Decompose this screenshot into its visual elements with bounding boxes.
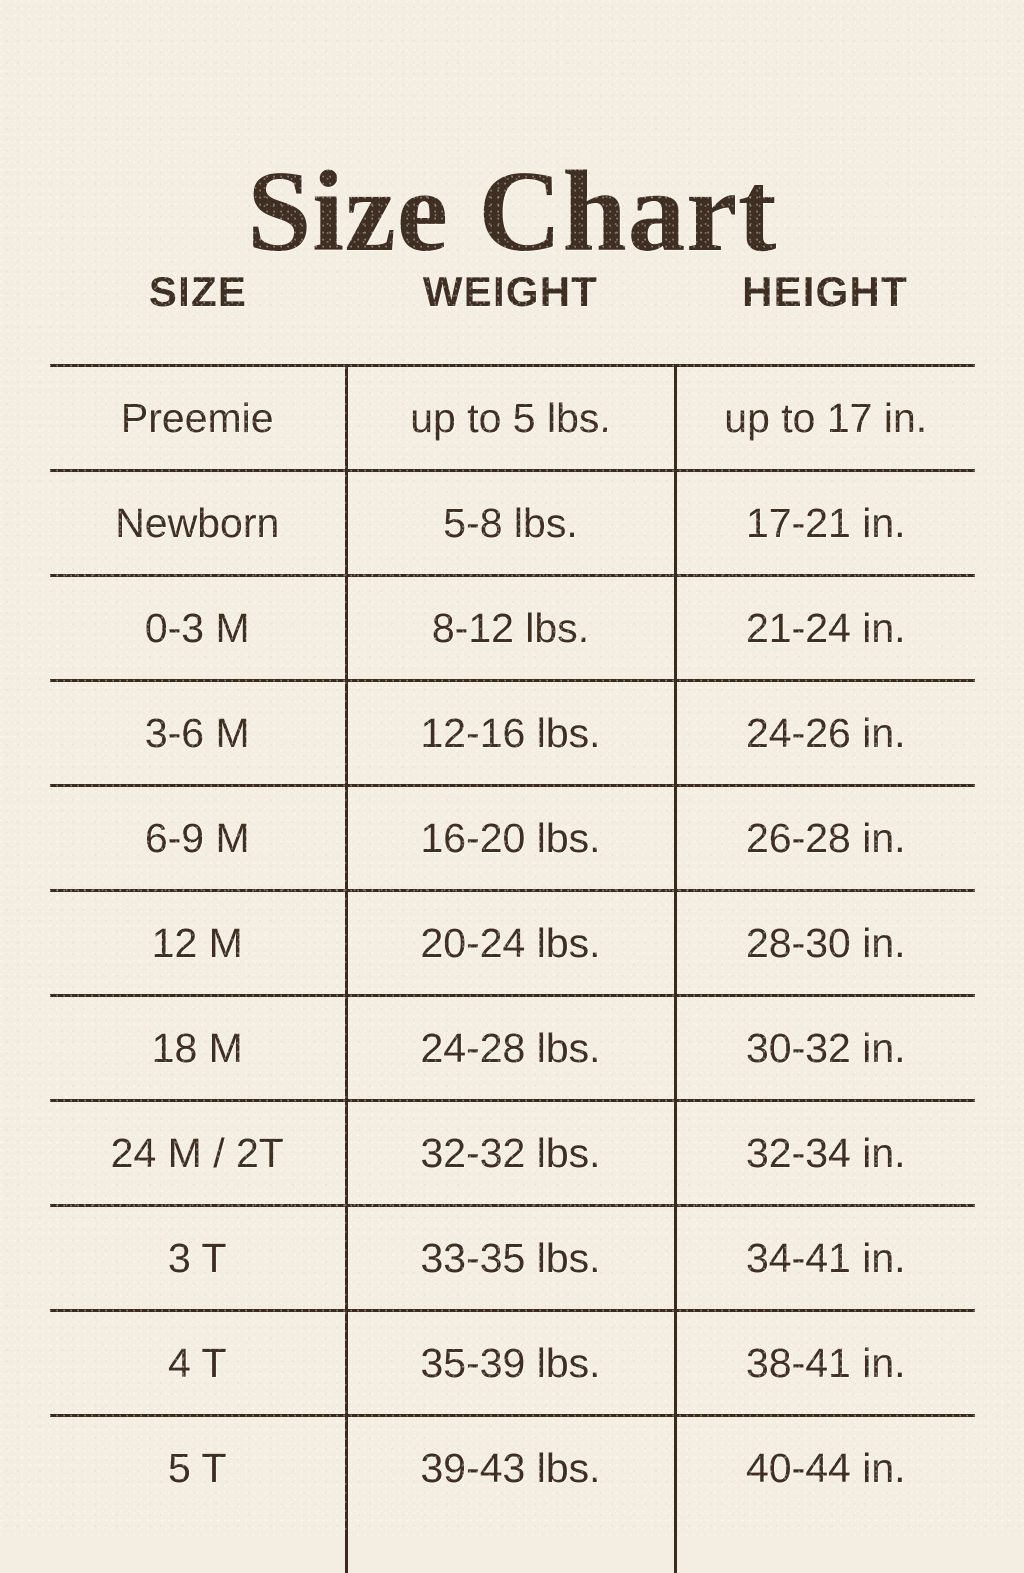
table-row: 3-6 M 12-16 lbs. 24-26 in.: [50, 679, 975, 786]
cell-size: Newborn: [50, 469, 346, 576]
column-header-height: HEIGHT: [742, 268, 908, 315]
table-row: 0-3 M 8-12 lbs. 21-24 in.: [50, 574, 975, 681]
cell-height: 32-34 in.: [673, 1099, 975, 1206]
cell-height: 34-41 in.: [673, 1204, 975, 1311]
cell-weight: 12-16 lbs.: [344, 679, 675, 786]
cell-size: 3 T: [50, 1204, 346, 1311]
table-row: 5 T 39-43 lbs. 40-44 in.: [50, 1414, 975, 1573]
cell-size: 18 M: [50, 994, 346, 1101]
cell-weight: 8-12 lbs.: [344, 574, 675, 681]
column-header-weight: WEIGHT: [422, 268, 599, 315]
cell-weight: 20-24 lbs.: [344, 889, 675, 996]
cell-height: 28-30 in.: [673, 889, 975, 996]
cell-height: 21-24 in.: [673, 574, 975, 681]
table-row: 18 M 24-28 lbs. 30-32 in.: [50, 994, 975, 1101]
cell-height: 26-28 in.: [673, 784, 975, 891]
cell-weight: 35-39 lbs.: [344, 1309, 675, 1416]
cell-height: 17-21 in.: [673, 469, 975, 576]
table-row: 24 M / 2T 32-32 lbs. 32-34 in.: [50, 1099, 975, 1206]
cell-height: up to 17 in.: [673, 364, 975, 471]
cell-height: 38-41 in.: [673, 1309, 975, 1416]
header-row: SIZE WEIGHT HEIGHT: [50, 268, 975, 366]
cell-weight: 33-35 lbs.: [344, 1204, 675, 1311]
table-row: Preemie up to 5 lbs. up to 17 in.: [50, 364, 975, 471]
cell-size: Preemie: [50, 364, 346, 471]
table-row: 12 M 20-24 lbs. 28-30 in.: [50, 889, 975, 996]
cell-weight: 32-32 lbs.: [344, 1099, 675, 1206]
cell-size: 24 M / 2T: [50, 1099, 346, 1206]
size-chart-table: SIZE WEIGHT HEIGHT Preemie up to 5 lbs. …: [50, 268, 975, 1573]
cell-weight: 39-43 lbs.: [344, 1414, 675, 1573]
table-row: 4 T 35-39 lbs. 38-41 in.: [50, 1309, 975, 1416]
cell-weight: 24-28 lbs.: [344, 994, 675, 1101]
cell-weight: up to 5 lbs.: [344, 364, 675, 471]
page-title: Size Chart: [246, 147, 778, 276]
cell-weight: 5-8 lbs.: [344, 469, 675, 576]
table-row: Newborn 5-8 lbs. 17-21 in.: [50, 469, 975, 576]
table-header: SIZE WEIGHT HEIGHT: [50, 268, 975, 366]
cell-height: 24-26 in.: [673, 679, 975, 786]
table-row: 6-9 M 16-20 lbs. 26-28 in.: [50, 784, 975, 891]
cell-size: 5 T: [50, 1414, 346, 1519]
cell-height: 30-32 in.: [673, 994, 975, 1101]
column-header-size: SIZE: [148, 268, 248, 315]
cell-size: 3-6 M: [50, 679, 346, 786]
cell-size: 4 T: [50, 1309, 346, 1416]
cell-size: 0-3 M: [50, 574, 346, 681]
table-body: Preemie up to 5 lbs. up to 17 in. Newbor…: [50, 364, 975, 1573]
size-chart-table-wrapper: SIZE WEIGHT HEIGHT Preemie up to 5 lbs. …: [50, 268, 975, 1573]
cell-weight: 16-20 lbs.: [344, 784, 675, 891]
cell-size: 12 M: [50, 889, 346, 996]
table-row: 3 T 33-35 lbs. 34-41 in.: [50, 1204, 975, 1311]
cell-size: 6-9 M: [50, 784, 346, 891]
cell-height: 40-44 in.: [673, 1414, 975, 1573]
